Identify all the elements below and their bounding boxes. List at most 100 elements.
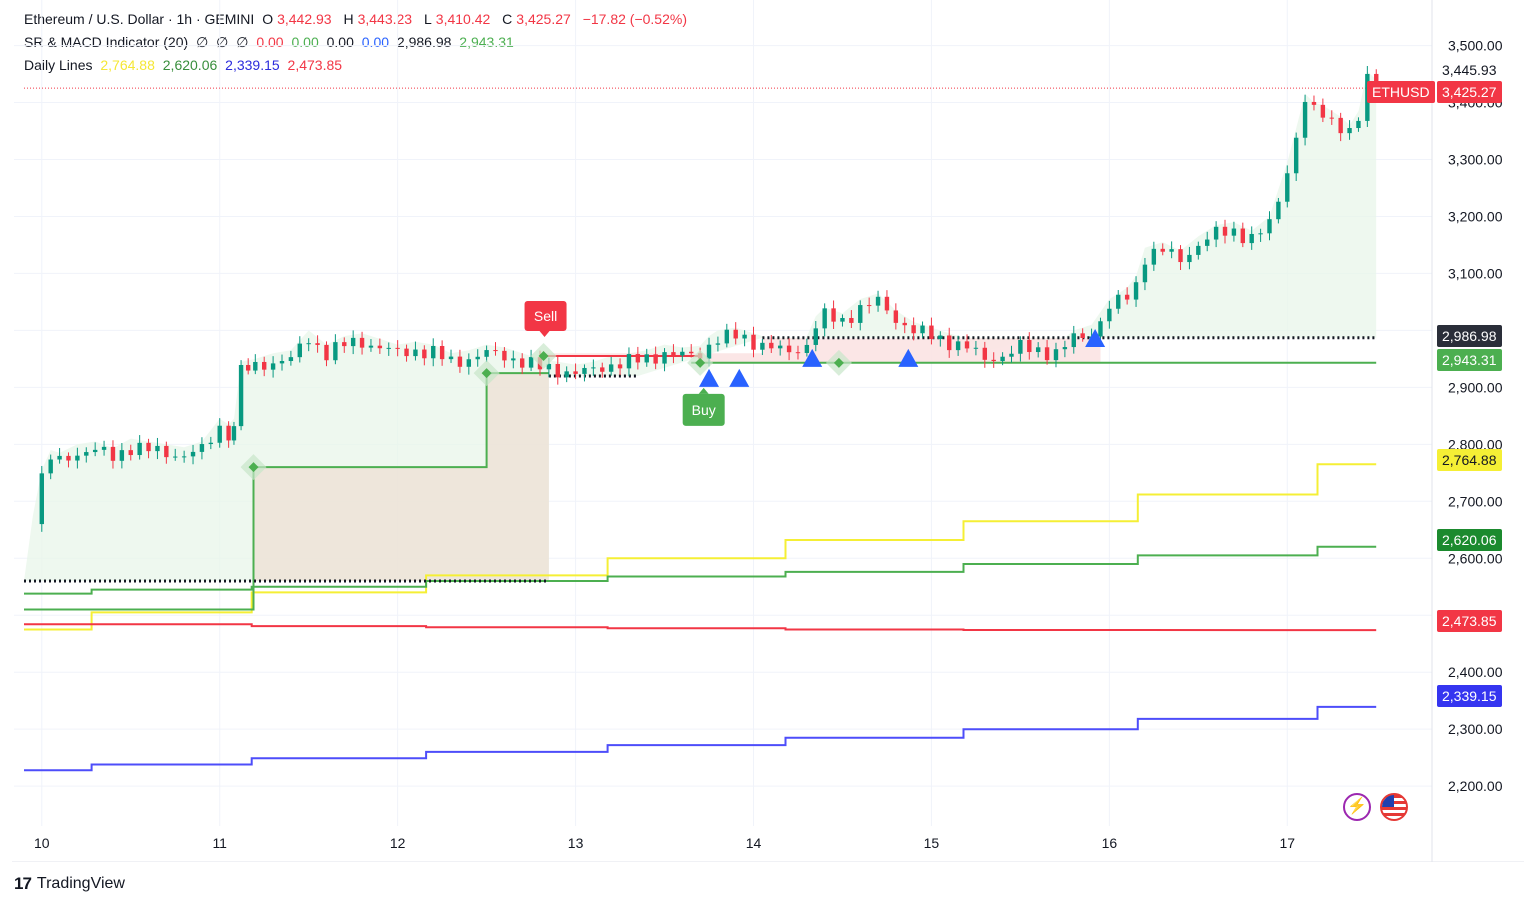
price-axis-label: 2,700.00 — [1448, 493, 1503, 509]
candle-body — [733, 329, 738, 339]
candle-body — [1231, 228, 1237, 236]
candle-body — [181, 456, 187, 458]
candle-body — [1329, 117, 1334, 119]
resistance-zone — [540, 338, 1101, 363]
candle-body — [555, 363, 560, 378]
candle-body — [92, 449, 98, 453]
candle-body — [164, 445, 169, 458]
candle-body — [75, 455, 80, 461]
price-axis-label: 3,200.00 — [1448, 208, 1503, 224]
price-axis-label: 3,300.00 — [1448, 152, 1503, 168]
candle-body — [617, 364, 623, 369]
tradingview-logo-text: TradingView — [36, 875, 125, 892]
candle-body — [39, 473, 44, 525]
candle-body — [875, 296, 881, 306]
candle-body — [591, 367, 596, 369]
candle-body — [475, 356, 480, 360]
candle-body — [484, 350, 489, 357]
candle-body — [795, 352, 801, 354]
candle-body — [920, 325, 925, 334]
candle-body — [1356, 120, 1361, 129]
buy-label-box — [682, 393, 725, 426]
daily-yellow-tag: 2,764.88 — [1437, 449, 1502, 471]
indicator-value: 2,764.88 — [100, 57, 155, 73]
candle-body — [1302, 101, 1308, 138]
daily-line-red — [24, 623, 1377, 632]
candle-body — [635, 354, 641, 363]
tradingview-logo[interactable]: 17 TradingView — [14, 874, 125, 894]
candle-body — [324, 344, 329, 361]
candle-body — [238, 364, 244, 427]
candle-body — [938, 335, 943, 339]
ohlc-high: H 3,443.23 — [343, 11, 413, 27]
chart-area[interactable]: SellBuy3,500.003,400.003,300.003,200.003… — [12, 0, 1524, 862]
time-axis-label: 17 — [1279, 835, 1295, 851]
time-axis-label: 13 — [568, 835, 584, 851]
candle-body — [1320, 104, 1326, 118]
candle-body — [1116, 294, 1121, 309]
candle-body — [1000, 356, 1005, 362]
us-flag-icon[interactable] — [1380, 793, 1408, 821]
indicator-value: 2,620.06 — [162, 57, 218, 73]
candle-body — [689, 351, 694, 354]
candle-body — [1338, 117, 1343, 134]
flag-canton — [1382, 795, 1394, 807]
candle-body — [528, 357, 534, 368]
candle-body — [146, 442, 151, 452]
candle-body — [1267, 219, 1272, 234]
candle-body — [573, 371, 578, 374]
candle-body — [231, 426, 237, 441]
candle-body — [297, 343, 302, 358]
indicator-value: 2,339.15 — [225, 57, 280, 73]
candle-body — [262, 361, 267, 370]
candle-body — [1133, 282, 1139, 300]
candle-body — [128, 450, 133, 456]
ohlc-close: C 3,425.27 — [502, 11, 571, 27]
candle-body — [101, 446, 107, 450]
candle-body — [279, 361, 285, 364]
candle-body — [1196, 245, 1201, 255]
candle-body — [1053, 349, 1059, 361]
candle-body — [742, 334, 747, 339]
candle-body — [199, 444, 205, 452]
candle-body — [1178, 249, 1183, 263]
signal-diamond — [481, 368, 492, 379]
candle-body — [377, 345, 383, 349]
candle-body — [173, 456, 178, 458]
candle-body — [1249, 233, 1254, 244]
indicator-legend-daily-lines[interactable]: Daily Lines 2,764.88 2,620.06 2,339.15 2… — [24, 54, 346, 76]
ohlc-open: O 3,442.93 — [262, 11, 332, 27]
candle-body — [493, 350, 498, 352]
candle-body — [582, 367, 587, 374]
symbol-price-tag: ETHUSD — [1367, 81, 1435, 103]
candle-body — [1027, 340, 1032, 353]
candle-body — [57, 455, 62, 460]
candle-body — [1035, 347, 1041, 353]
signal-diamond — [833, 357, 844, 368]
daily-red-tag: 2,473.85 — [1437, 610, 1502, 632]
candle-body — [671, 352, 676, 356]
candle-body — [947, 335, 952, 351]
candle-body — [813, 328, 818, 345]
buy-label-pointer — [698, 387, 709, 394]
candle-body — [902, 322, 907, 326]
candle-body — [315, 343, 320, 345]
candle-body — [466, 359, 472, 367]
candle-body — [208, 442, 214, 445]
daily-line-blue — [24, 705, 1377, 772]
candle-body — [226, 425, 231, 441]
candle-body — [253, 361, 258, 371]
candle-body — [395, 347, 400, 349]
lightning-icon[interactable]: ⚡ — [1343, 793, 1371, 821]
candle-body — [644, 354, 649, 363]
candle-body — [1142, 264, 1148, 283]
symbol-title[interactable]: Ethereum / U.S. Dollar · 1h · GEMINI — [24, 11, 255, 27]
candle-body — [342, 342, 347, 347]
buy-triangle — [699, 368, 720, 387]
price-change: −17.82 (−0.52%) — [582, 11, 687, 27]
candle-body — [288, 357, 294, 362]
indicator-name: Daily Lines — [24, 57, 93, 73]
sell-label-box — [524, 301, 567, 332]
candle-body — [1062, 347, 1068, 350]
price-chart[interactable]: SellBuy3,500.003,400.003,300.003,200.003… — [12, 0, 1524, 862]
